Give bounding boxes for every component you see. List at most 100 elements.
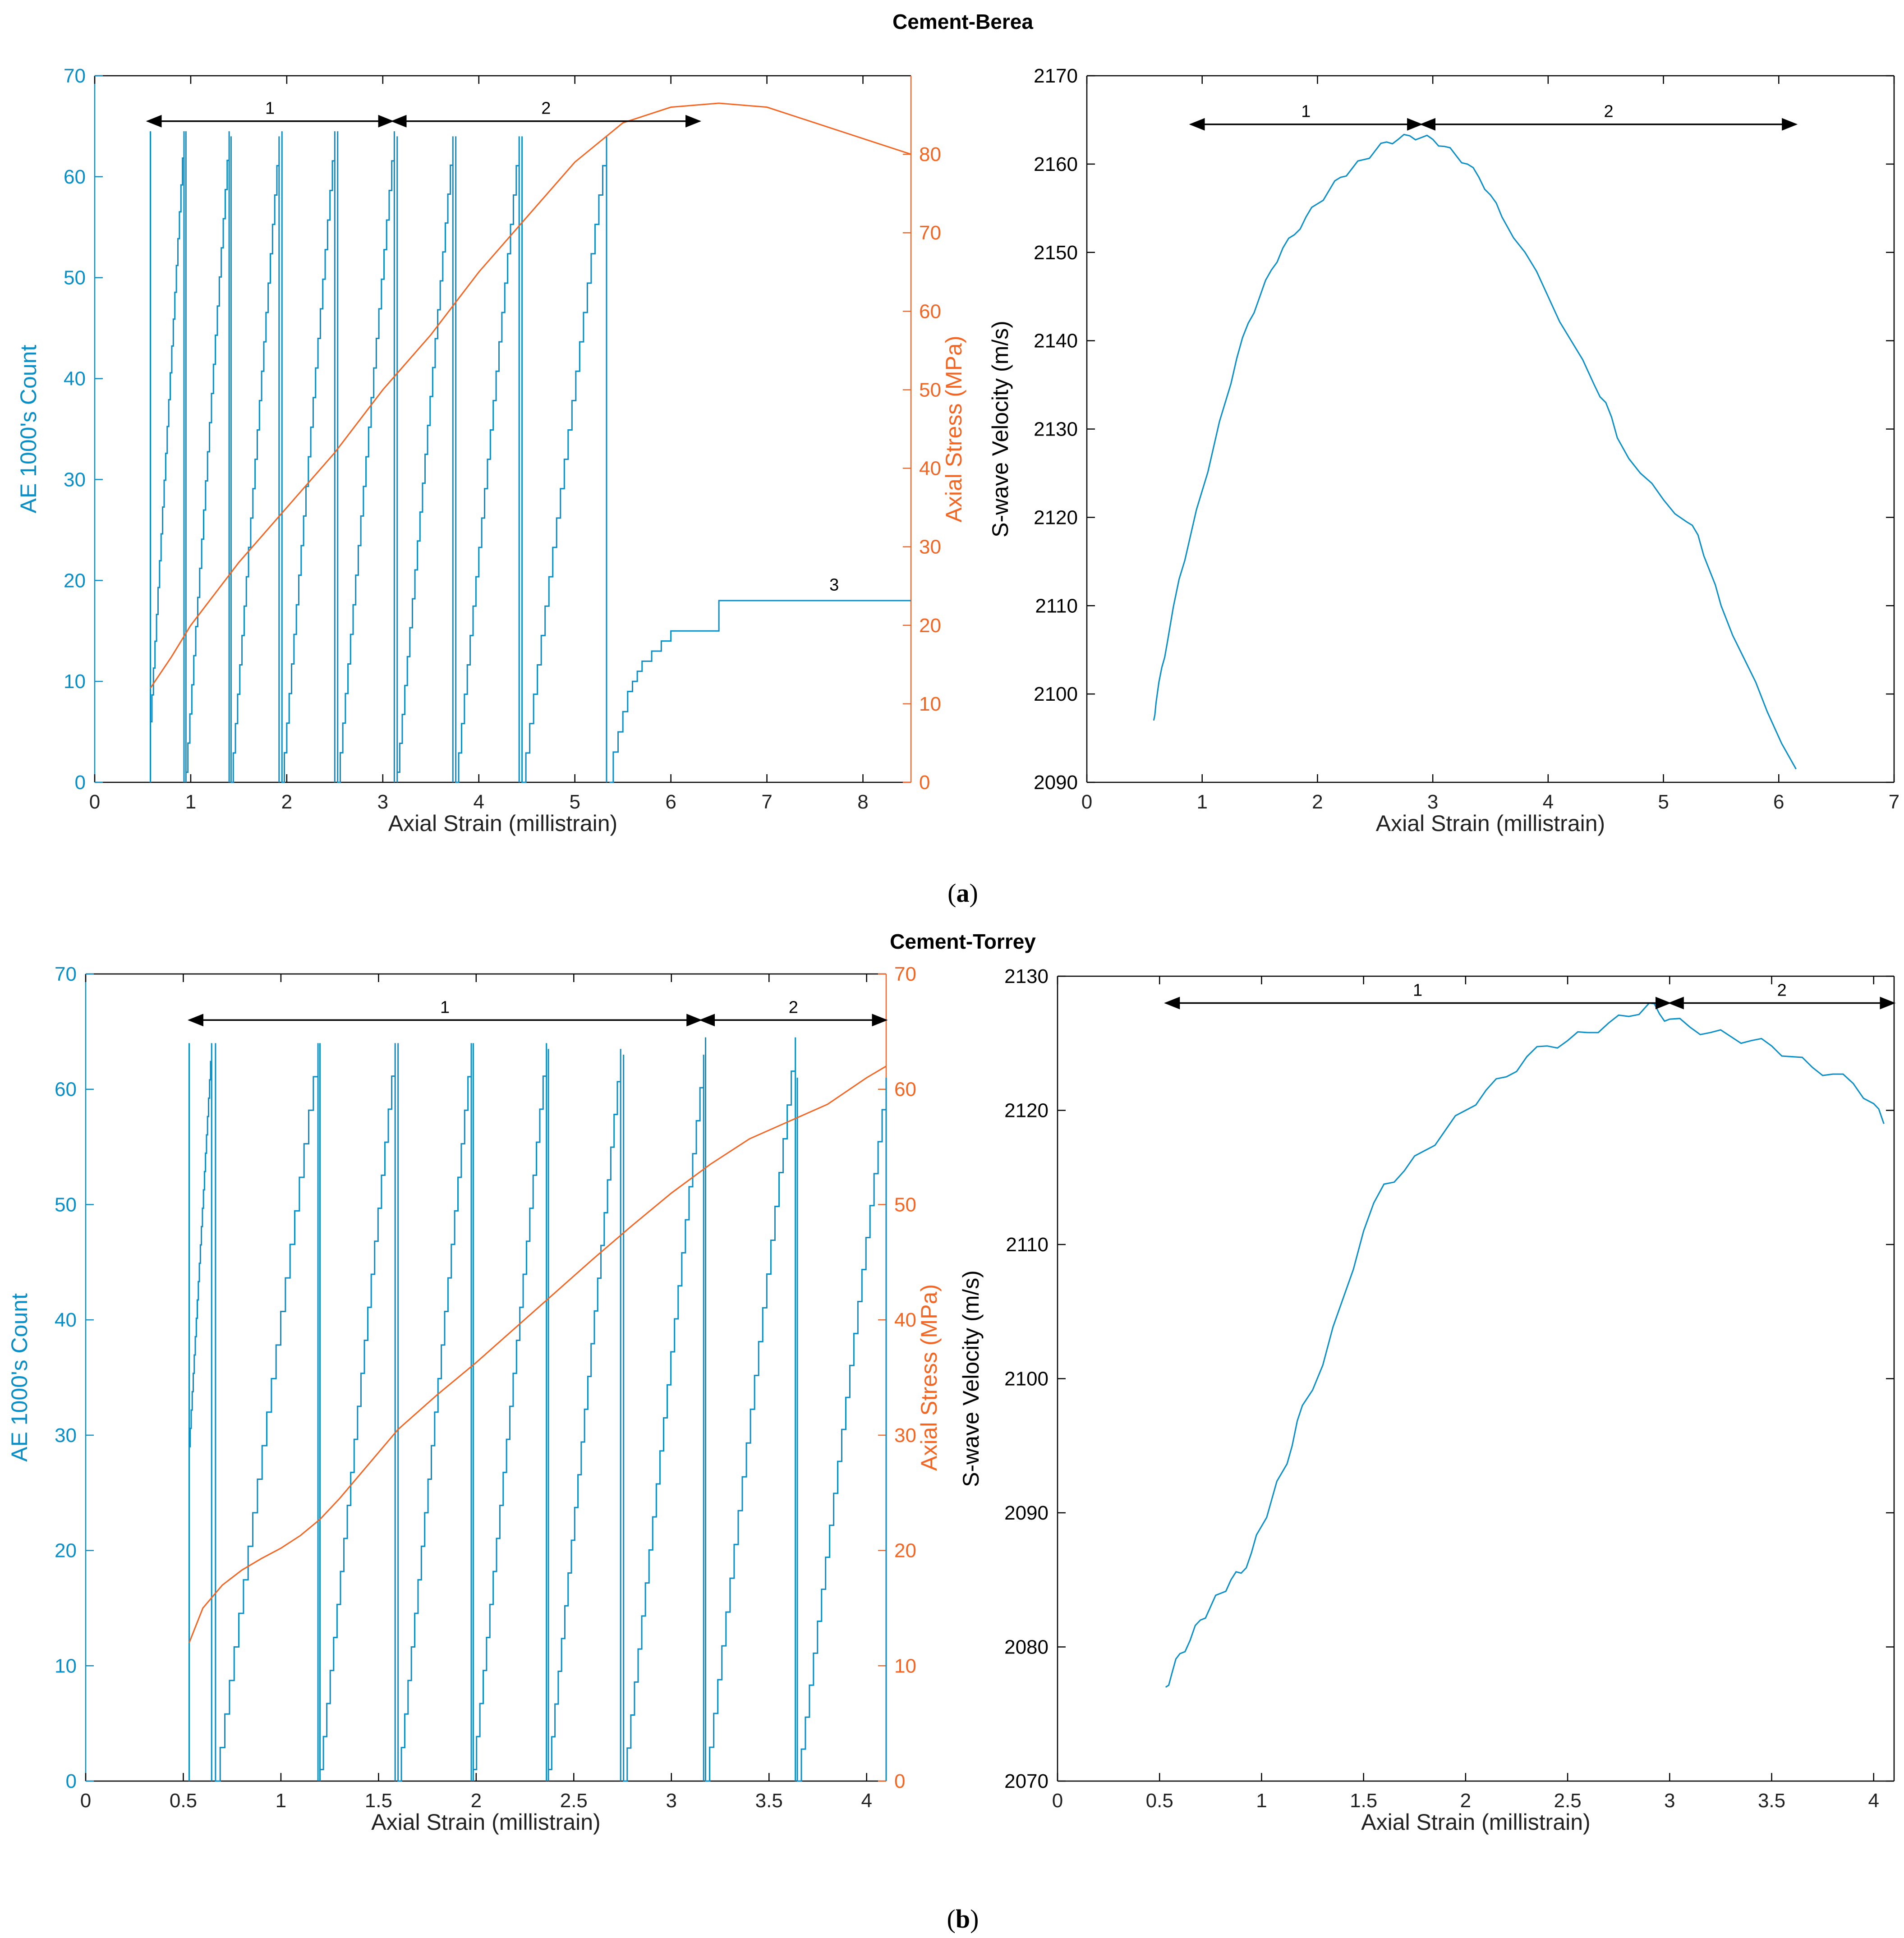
y2-tick-label: 50: [919, 379, 941, 401]
y2-tick-label: 60: [894, 1079, 916, 1101]
x-tick-label: 3.5: [755, 1790, 783, 1812]
y-tick-label: 2120: [1034, 506, 1078, 528]
caption-b: (b): [947, 1904, 979, 1933]
caption-b-letter: b: [956, 1904, 970, 1933]
y-tick-label: 2120: [1004, 1100, 1049, 1122]
ae-cycle-line: [188, 1043, 212, 1781]
ae-cycle-line: [337, 131, 395, 783]
phase-label: 1: [1413, 981, 1422, 1000]
y2-tick-label: 0: [919, 772, 930, 794]
x-axis-label: Axial Strain (millistrain): [388, 811, 617, 836]
y-tick-label: 20: [55, 1540, 77, 1562]
velocity-series-line: [1153, 133, 1797, 770]
x-tick-label: 3: [1427, 791, 1438, 813]
y2-axis-label: Axial Stress (MPa): [941, 336, 966, 523]
ae-cycle-line: [215, 1043, 319, 1782]
y2-tick-label: 0: [894, 1770, 905, 1792]
x-tick-label: 2: [471, 1790, 482, 1812]
y-axis-label: AE 1000's Count: [7, 1293, 32, 1462]
x-tick-label: 6: [665, 791, 676, 813]
x-tick-label: 1: [185, 791, 196, 813]
y-tick-label: 0: [66, 1770, 77, 1792]
x-tick-label: 7: [761, 791, 772, 813]
ae-cycle-line: [319, 1043, 396, 1781]
x-tick-label: 4: [474, 791, 484, 813]
x-tick-label: 0: [1081, 791, 1092, 813]
x-tick-label: 1.5: [365, 1790, 392, 1812]
phase-label: 1: [440, 998, 450, 1017]
ae-cycle-line: [521, 136, 607, 783]
y-tick-label: 2170: [1034, 65, 1078, 87]
x-tick-label: 3.5: [1758, 1790, 1785, 1812]
y2-tick-label: 70: [919, 222, 941, 244]
panel-b-title: Cement-Torrey: [890, 930, 1036, 953]
y2-tick-label: 10: [894, 1655, 916, 1677]
ae-cycle-line: [547, 1049, 621, 1781]
phase-label: 2: [1604, 102, 1614, 121]
y-tick-label: 2080: [1004, 1636, 1049, 1658]
ae-cycle-line: [281, 131, 336, 783]
y2-tick-label: 60: [919, 300, 941, 322]
ae-cycle-line: [455, 136, 520, 783]
x-tick-label: 5: [1658, 791, 1669, 813]
y-tick-label: 0: [75, 772, 86, 794]
y-tick-label: 2110: [1006, 1234, 1049, 1256]
y-tick-label: 50: [55, 1194, 77, 1216]
y-tick-label: 30: [55, 1424, 77, 1447]
phase-label: 3: [829, 576, 839, 595]
caption-a: (a): [947, 878, 978, 908]
y-tick-label: 60: [64, 166, 86, 188]
y-tick-label: 10: [55, 1655, 77, 1677]
x-tick-label: 7: [1889, 791, 1899, 813]
x-tick-label: 2: [1312, 791, 1323, 813]
y-tick-label: 40: [55, 1309, 77, 1331]
y-tick-label: 2100: [1004, 1368, 1049, 1390]
ae-cycle-line: [796, 1078, 887, 1782]
ae-tail-line: [609, 600, 911, 783]
y2-tick-label: 30: [894, 1424, 916, 1447]
y2-tick-label: 40: [894, 1309, 916, 1331]
y-tick-label: 2160: [1034, 153, 1078, 175]
stress-curve-line: [150, 102, 911, 689]
y2-tick-label: 50: [894, 1194, 916, 1216]
y-tick-label: 2100: [1034, 683, 1078, 705]
ae-cycle-line: [185, 131, 230, 782]
velocity-series-line: [1165, 1002, 1885, 1688]
y2-tick-label: 10: [919, 693, 941, 715]
y-axis-label: AE 1000's Count: [16, 345, 41, 514]
y2-tick-label: 80: [919, 143, 941, 165]
panel-a-title: Cement-Berea: [892, 10, 1033, 33]
ae-cycle-line: [623, 1055, 704, 1782]
chart-a-left-ae-stress: 0 1 2 3 4 5 6 7 80102030405060700102030405060708…: [16, 65, 966, 836]
y-tick-label: 2090: [1004, 1502, 1049, 1524]
y2-tick-label: 20: [919, 615, 941, 637]
phase-label: 2: [1777, 981, 1787, 1000]
x-tick-label: 3: [1664, 1790, 1675, 1812]
x-tick-label: 5: [569, 791, 580, 813]
y-tick-label: 60: [55, 1079, 77, 1101]
y2-tick-label: 70: [894, 963, 916, 985]
x-tick-label: 2: [281, 791, 292, 813]
x-tick-label: 3: [377, 791, 388, 813]
stress-curve-line: [189, 1065, 887, 1643]
x-tick-label: 2: [1460, 1790, 1471, 1812]
ae-cycle-line: [230, 136, 280, 783]
x-tick-label: 4: [1543, 791, 1554, 813]
x-tick-label: 2.5: [560, 1790, 588, 1812]
chart-b-right-velocity: 0 0.5 1 1.5 2 2.5 3 3.5 420702080209021002110212…: [958, 965, 1896, 1835]
y2-tick-label: 30: [919, 536, 941, 558]
y-tick-label: 30: [64, 468, 86, 491]
y-tick-label: 2130: [1004, 965, 1049, 987]
y-tick-label: 2140: [1034, 330, 1078, 352]
y-tick-label: 2090: [1034, 772, 1078, 794]
x-tick-label: 1: [1256, 1790, 1267, 1812]
y-axis-label: S-wave Velocity (m/s): [988, 321, 1013, 537]
x-axis-label: Axial Strain (millistrain): [371, 1809, 600, 1835]
x-tick-label: 8: [857, 791, 868, 813]
caption-a-letter: a: [957, 878, 970, 908]
x-tick-label: 0: [1052, 1790, 1063, 1812]
x-tick-label: 0.5: [1146, 1790, 1173, 1812]
y2-tick-label: 40: [919, 458, 941, 480]
x-axis-label: Axial Strain (millistrain): [1361, 1809, 1590, 1835]
